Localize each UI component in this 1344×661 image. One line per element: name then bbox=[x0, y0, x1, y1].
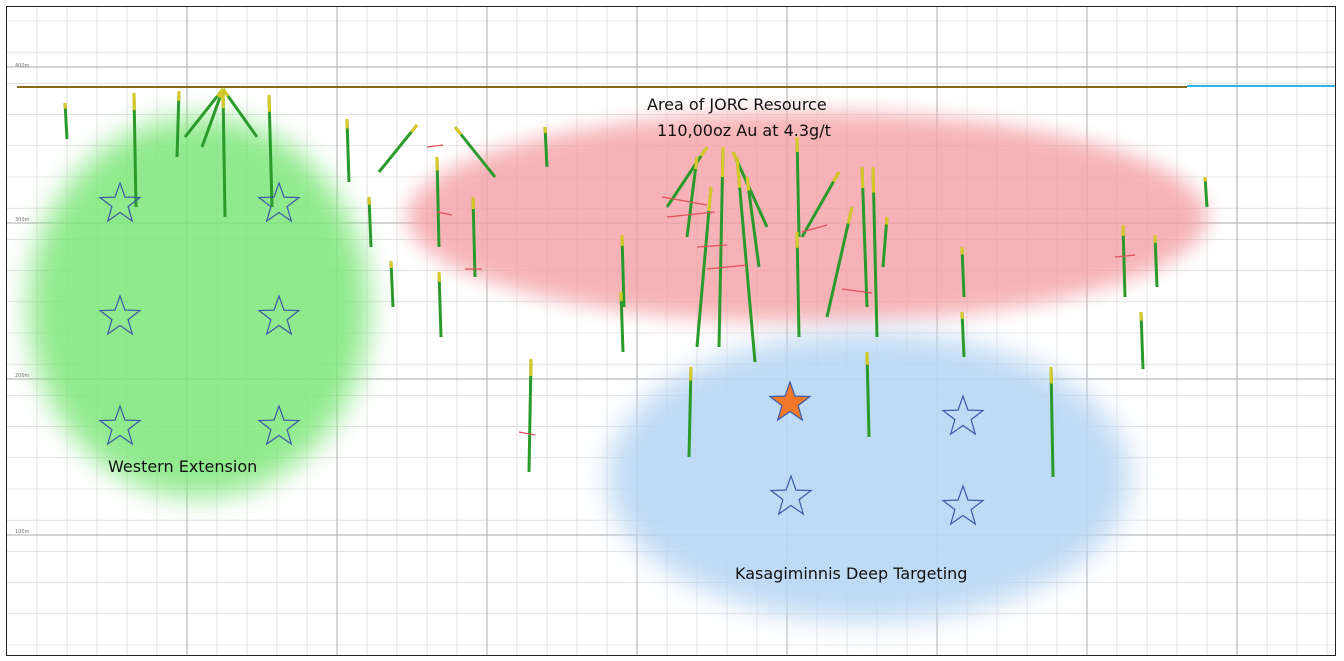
drillhole bbox=[471, 196, 477, 278]
drillhole-mineralised-interval bbox=[453, 126, 463, 136]
drillhole bbox=[665, 146, 709, 208]
target-star bbox=[257, 404, 301, 446]
resource-zone-title: Area of JORC Resource bbox=[647, 95, 827, 114]
drillhole-mineralised-interval bbox=[735, 156, 742, 188]
drillhole bbox=[717, 146, 725, 348]
jorc-resource-zone bbox=[407, 112, 1207, 322]
drillhole-mineralised-interval bbox=[871, 166, 876, 193]
drillhole bbox=[543, 126, 549, 168]
drillhole bbox=[881, 216, 889, 268]
drillhole-mineralised-interval bbox=[832, 171, 841, 183]
drillhole bbox=[345, 118, 351, 183]
drillhole bbox=[800, 171, 841, 238]
assay-intercept bbox=[666, 211, 716, 218]
drillhole bbox=[175, 90, 181, 158]
drillhole bbox=[1049, 366, 1055, 478]
long-section-diagram bbox=[7, 7, 1335, 655]
western-extension-zone bbox=[29, 117, 369, 497]
drillhole bbox=[745, 176, 761, 268]
drillhole bbox=[1153, 234, 1159, 288]
target-star bbox=[98, 181, 142, 223]
elevation-tick: 100m bbox=[15, 529, 30, 535]
assay-intercept bbox=[801, 224, 828, 233]
assay-intercept bbox=[518, 431, 536, 436]
drillhole bbox=[619, 291, 625, 353]
drillhole bbox=[825, 206, 854, 318]
priority-target-star bbox=[768, 380, 812, 422]
elevation-tick: 400m bbox=[15, 63, 30, 69]
drillhole bbox=[1121, 224, 1127, 298]
drillhole-mineralised-interval bbox=[846, 206, 854, 224]
assay-intercept bbox=[426, 144, 444, 148]
drillhole bbox=[453, 126, 497, 178]
deep-targeting-zone bbox=[607, 332, 1131, 622]
drillhole-mineralised-interval bbox=[218, 88, 225, 99]
drillhole bbox=[960, 246, 966, 298]
drillhole bbox=[63, 102, 69, 140]
target-star bbox=[98, 294, 142, 336]
drillhole-mineralised-interval bbox=[410, 124, 419, 133]
drillhole bbox=[795, 136, 801, 238]
assay-intercept bbox=[436, 211, 453, 216]
drillhole bbox=[860, 166, 869, 308]
resource-zone-subtitle: 110,00oz Au at 4.3g/t bbox=[657, 121, 831, 140]
target-star bbox=[257, 294, 301, 336]
drillhole bbox=[865, 351, 871, 438]
drillhole bbox=[183, 88, 225, 138]
drillhole bbox=[795, 231, 801, 338]
drillhole bbox=[685, 156, 699, 238]
drillhole bbox=[527, 358, 533, 473]
drillhole bbox=[221, 88, 259, 138]
drillhole bbox=[435, 156, 441, 248]
target-star bbox=[98, 404, 142, 446]
assay-intercept bbox=[661, 196, 708, 206]
drillhole-mineralised-interval bbox=[694, 156, 699, 170]
assay-intercept bbox=[841, 288, 873, 294]
target-star bbox=[941, 394, 985, 436]
western-extension-label: Western Extension bbox=[108, 457, 258, 476]
drillhole bbox=[389, 260, 395, 308]
cross-section-frame: 400m 300m 200m 100m Area of JORC Resourc… bbox=[6, 6, 1336, 656]
drillhole bbox=[437, 271, 443, 338]
assay-intercept bbox=[706, 264, 748, 270]
drillhole bbox=[620, 234, 626, 308]
target-star bbox=[941, 484, 985, 526]
drillhole bbox=[377, 124, 419, 173]
drillhole bbox=[687, 366, 693, 458]
drillhole bbox=[695, 186, 713, 348]
assay-intercept bbox=[696, 244, 728, 248]
drillhole-mineralised-interval bbox=[699, 146, 709, 157]
drillhole bbox=[132, 92, 138, 208]
drillhole bbox=[200, 88, 225, 148]
target-star bbox=[257, 181, 301, 223]
target-stars bbox=[98, 181, 985, 526]
drillhole bbox=[221, 88, 227, 218]
elevation-tick: 200m bbox=[15, 373, 30, 379]
drillhole-mineralised-interval bbox=[745, 176, 751, 191]
drillhole-mineralised-interval bbox=[707, 186, 713, 212]
assay-intercept bbox=[1114, 254, 1136, 258]
drillhole bbox=[267, 94, 274, 208]
drillhole-traces bbox=[63, 88, 1209, 478]
drillhole bbox=[367, 196, 373, 248]
drillhole bbox=[735, 156, 757, 363]
target-star bbox=[769, 474, 813, 516]
drillhole bbox=[1139, 311, 1145, 370]
drillhole-mineralised-interval bbox=[860, 166, 865, 189]
drillhole bbox=[871, 166, 879, 338]
deep-targeting-label: Kasagiminnis Deep Targeting bbox=[735, 564, 968, 583]
drillhole-mineralised-interval bbox=[884, 216, 889, 225]
drillhole bbox=[960, 311, 966, 358]
elevation-tick: 300m bbox=[15, 217, 30, 223]
drillhole bbox=[1203, 176, 1209, 208]
drillhole-mineralised-interval bbox=[720, 146, 725, 178]
